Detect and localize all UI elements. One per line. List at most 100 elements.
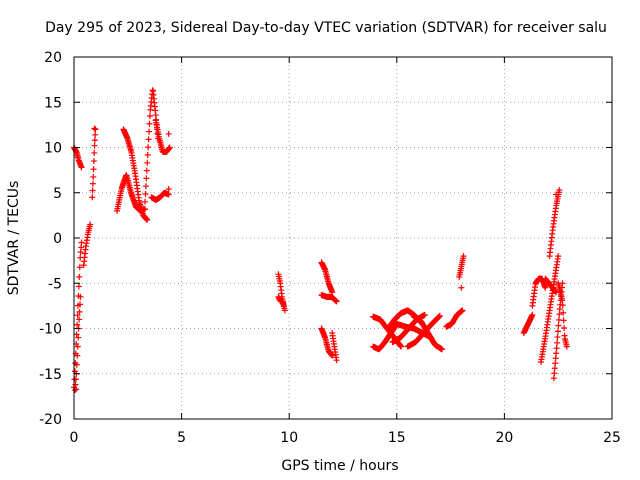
data-point bbox=[560, 317, 567, 324]
data-point bbox=[421, 311, 428, 318]
data-point bbox=[75, 334, 82, 341]
y-tick-label: 5 bbox=[53, 186, 62, 202]
data-point bbox=[76, 308, 83, 315]
data-point bbox=[165, 130, 172, 137]
y-tick-label: 10 bbox=[44, 141, 62, 157]
data-point bbox=[90, 158, 97, 165]
data-point bbox=[554, 334, 561, 341]
y-tick-label: -10 bbox=[39, 322, 62, 338]
data-point bbox=[559, 302, 566, 309]
data-point bbox=[529, 311, 536, 318]
data-point bbox=[78, 164, 85, 171]
data-point bbox=[551, 365, 558, 372]
y-tick-label: -20 bbox=[39, 412, 62, 428]
data-point bbox=[436, 312, 443, 319]
data-point bbox=[165, 191, 172, 198]
data-point bbox=[554, 328, 561, 335]
x-tick-label: 0 bbox=[70, 430, 79, 446]
data-point bbox=[76, 273, 83, 280]
data-point bbox=[74, 343, 81, 350]
data-point bbox=[563, 343, 570, 350]
data-point bbox=[560, 309, 567, 316]
data-point bbox=[74, 312, 81, 319]
data-point bbox=[553, 350, 560, 357]
data-point bbox=[91, 137, 98, 144]
y-tick-label: 0 bbox=[53, 231, 62, 247]
data-point bbox=[329, 352, 336, 359]
data-point bbox=[561, 325, 568, 332]
x-tick-label: 15 bbox=[388, 430, 406, 446]
y-tick-label: 15 bbox=[44, 95, 62, 111]
data-point bbox=[145, 144, 152, 151]
y-tick-label: 20 bbox=[44, 50, 62, 66]
data-point bbox=[144, 216, 151, 223]
data-point bbox=[146, 112, 153, 119]
data-point bbox=[76, 264, 83, 271]
data-point bbox=[555, 322, 562, 329]
data-point bbox=[90, 166, 97, 173]
data-points bbox=[71, 87, 570, 394]
data-point bbox=[91, 149, 98, 156]
data-point bbox=[554, 339, 561, 346]
data-point bbox=[556, 187, 563, 194]
y-axis-label: SDTVAR / TECUs bbox=[6, 181, 22, 296]
chart-title: Day 295 of 2023, Sidereal Day-to-day VTE… bbox=[45, 20, 607, 36]
data-point bbox=[77, 293, 84, 300]
data-point bbox=[553, 191, 560, 198]
data-point bbox=[72, 387, 79, 394]
data-point bbox=[555, 253, 562, 260]
data-point bbox=[438, 346, 445, 353]
data-point bbox=[146, 120, 153, 127]
data-point bbox=[87, 221, 94, 228]
data-point bbox=[143, 175, 150, 182]
data-point bbox=[90, 173, 97, 180]
data-point bbox=[145, 136, 152, 143]
data-point bbox=[281, 307, 288, 314]
data-point bbox=[89, 180, 96, 187]
data-point bbox=[76, 316, 83, 323]
data-point bbox=[542, 284, 549, 291]
y-axis-ticks: -20 -15 -10 -5 0 5 10 15 20 bbox=[39, 50, 612, 428]
data-point bbox=[73, 361, 80, 368]
data-point bbox=[333, 298, 340, 305]
data-point bbox=[143, 167, 150, 174]
grid-lines bbox=[74, 57, 612, 419]
data-point bbox=[73, 331, 80, 338]
data-point bbox=[166, 144, 173, 151]
data-point bbox=[92, 131, 99, 138]
data-point bbox=[142, 190, 149, 197]
data-point bbox=[144, 151, 151, 158]
data-point bbox=[144, 159, 151, 166]
y-tick-label: -5 bbox=[48, 276, 62, 292]
data-point bbox=[89, 194, 96, 201]
data-point bbox=[550, 375, 557, 382]
data-point bbox=[552, 355, 559, 362]
data-point bbox=[89, 187, 96, 194]
data-point bbox=[92, 126, 99, 133]
data-point bbox=[553, 345, 560, 352]
data-point bbox=[91, 142, 98, 149]
data-point bbox=[142, 183, 149, 190]
data-point bbox=[77, 301, 84, 308]
data-point bbox=[165, 186, 172, 193]
y-tick-label: -15 bbox=[39, 367, 62, 383]
data-point bbox=[459, 307, 466, 314]
data-point bbox=[552, 360, 559, 367]
x-tick-label: 5 bbox=[177, 430, 186, 446]
data-point bbox=[460, 253, 467, 260]
data-point bbox=[458, 284, 465, 291]
data-point bbox=[146, 128, 153, 135]
x-axis-label: GPS time / hours bbox=[281, 458, 398, 474]
data-point bbox=[142, 198, 149, 205]
data-point bbox=[398, 343, 405, 350]
data-point bbox=[75, 283, 82, 290]
data-point bbox=[74, 352, 81, 359]
data-point bbox=[74, 321, 81, 328]
data-point bbox=[91, 125, 98, 132]
data-point bbox=[556, 311, 563, 318]
x-tick-label: 20 bbox=[495, 430, 513, 446]
x-tick-label: 10 bbox=[280, 430, 298, 446]
data-point bbox=[333, 357, 340, 364]
data-point bbox=[78, 239, 85, 246]
